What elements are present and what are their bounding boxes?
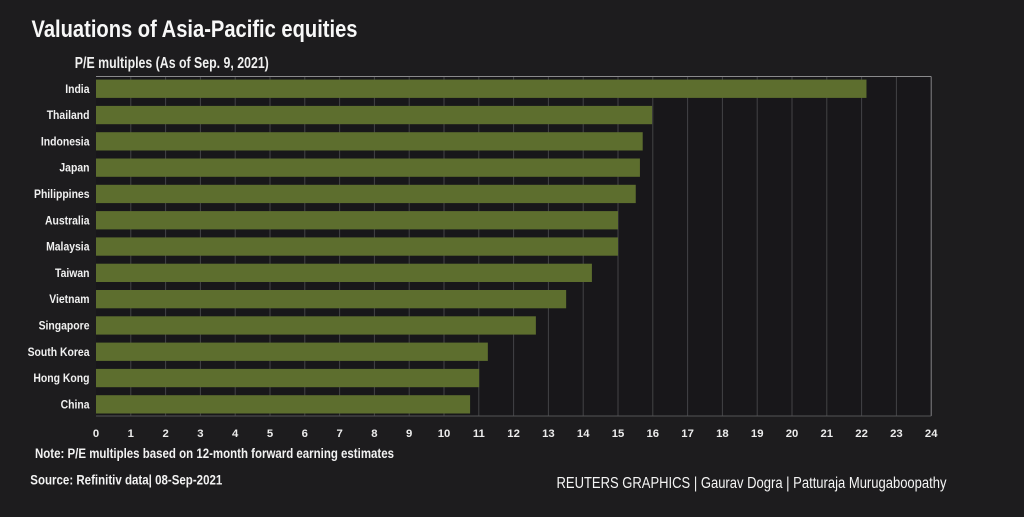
svg-text:India: India xyxy=(65,82,89,96)
svg-text:11: 11 xyxy=(473,428,485,440)
svg-text:Philippines: Philippines xyxy=(34,187,90,201)
svg-text:15: 15 xyxy=(612,428,625,440)
svg-text:Note: P/E multiples based on 1: Note: P/E multiples based on 12-month fo… xyxy=(35,446,394,461)
svg-text:0: 0 xyxy=(93,428,99,440)
svg-text:7: 7 xyxy=(336,428,342,440)
svg-text:24: 24 xyxy=(925,428,938,440)
svg-text:8: 8 xyxy=(371,428,377,440)
svg-text:Japan: Japan xyxy=(59,161,89,175)
svg-text:19: 19 xyxy=(751,428,764,440)
svg-text:22: 22 xyxy=(855,428,868,440)
svg-text:3: 3 xyxy=(197,428,203,440)
svg-text:10: 10 xyxy=(438,428,451,440)
svg-text:5: 5 xyxy=(267,428,273,440)
svg-text:Taiwan: Taiwan xyxy=(55,266,90,280)
svg-text:P/E multiples (As of Sep. 9, 2: P/E multiples (As of Sep. 9, 2021) xyxy=(75,55,269,72)
svg-text:China: China xyxy=(61,397,90,411)
svg-text:Source: Refinitiv data| 08-Sep: Source: Refinitiv data| 08-Sep-2021 xyxy=(30,472,222,488)
svg-text:Indonesia: Indonesia xyxy=(41,134,90,148)
svg-text:6: 6 xyxy=(302,428,308,440)
svg-text:17: 17 xyxy=(681,428,694,440)
svg-text:1: 1 xyxy=(128,428,134,440)
svg-text:Thailand: Thailand xyxy=(47,108,90,122)
svg-text:21: 21 xyxy=(821,428,834,440)
svg-text:Malaysia: Malaysia xyxy=(46,240,89,254)
svg-text:REUTERS GRAPHICS | Gaurav Dogr: REUTERS GRAPHICS | Gaurav Dogra | Pattur… xyxy=(557,475,947,492)
svg-text:14: 14 xyxy=(577,428,590,440)
svg-text:16: 16 xyxy=(647,428,660,440)
svg-text:4: 4 xyxy=(232,428,239,440)
svg-text:Hong Kong: Hong Kong xyxy=(33,371,89,385)
svg-text:13: 13 xyxy=(542,428,555,440)
svg-text:9: 9 xyxy=(406,428,412,440)
svg-text:18: 18 xyxy=(716,428,729,440)
svg-text:Valuations of Asia-Pacific equ: Valuations of Asia-Pacific equities xyxy=(32,16,358,43)
svg-text:Singapore: Singapore xyxy=(39,318,90,332)
svg-text:2: 2 xyxy=(162,428,168,440)
svg-text:20: 20 xyxy=(786,428,799,440)
svg-text:South Korea: South Korea xyxy=(28,345,90,359)
svg-text:Australia: Australia xyxy=(45,213,90,227)
svg-text:23: 23 xyxy=(890,428,903,440)
svg-text:Vietnam: Vietnam xyxy=(49,292,89,306)
svg-text:12: 12 xyxy=(507,428,520,440)
